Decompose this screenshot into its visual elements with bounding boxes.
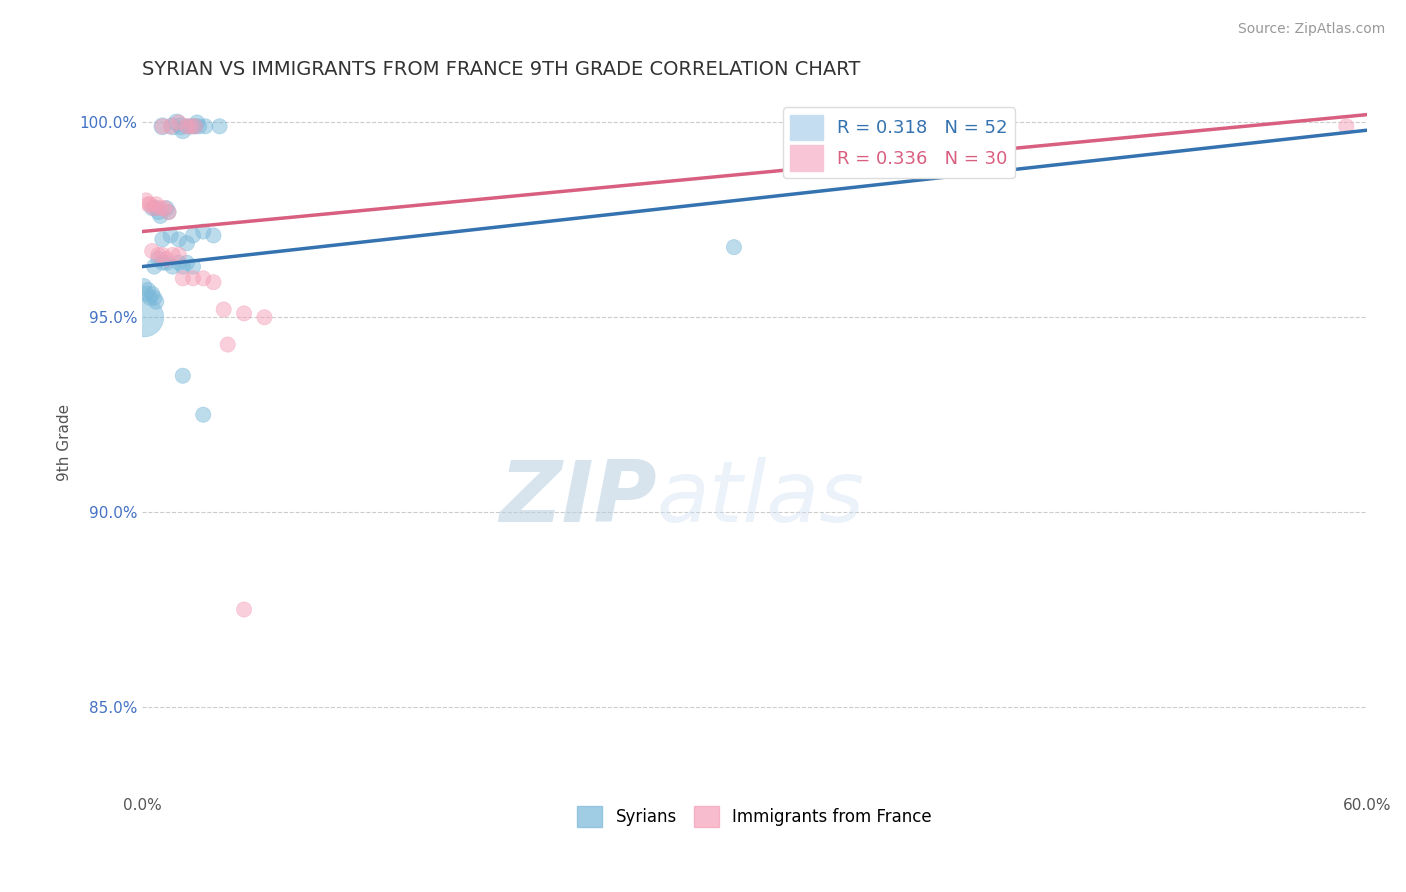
Point — [162, 120, 184, 134]
Point — [184, 120, 207, 134]
Point — [193, 271, 215, 285]
Point — [145, 294, 167, 309]
Legend: Syrians, Immigrants from France: Syrians, Immigrants from France — [571, 800, 938, 833]
Point — [152, 120, 174, 134]
Text: atlas: atlas — [657, 457, 865, 540]
Point — [166, 115, 188, 129]
Point — [184, 120, 207, 134]
Point — [212, 302, 235, 317]
Point — [155, 201, 177, 215]
Point — [148, 252, 170, 266]
Point — [149, 209, 172, 223]
Point — [194, 120, 217, 134]
Point — [152, 256, 174, 270]
Point — [172, 368, 194, 383]
Point — [157, 205, 180, 219]
Point — [193, 225, 215, 239]
Point — [152, 120, 174, 134]
Point — [159, 120, 181, 134]
Point — [181, 271, 204, 285]
Point — [180, 120, 202, 134]
Point — [181, 228, 204, 243]
Point — [172, 260, 194, 274]
Point — [132, 310, 155, 325]
Text: ZIP: ZIP — [499, 457, 657, 540]
Point — [181, 120, 204, 134]
Point — [172, 271, 194, 285]
Point — [193, 408, 215, 422]
Point — [188, 120, 211, 134]
Point — [145, 201, 167, 215]
Point — [148, 205, 170, 219]
Point — [136, 283, 159, 297]
Point — [233, 306, 256, 320]
Point — [948, 120, 970, 134]
Point — [217, 337, 239, 351]
Point — [135, 194, 157, 208]
Point — [723, 240, 745, 254]
Point — [132, 279, 155, 293]
Point — [167, 248, 190, 262]
Point — [155, 252, 177, 266]
Point — [152, 248, 174, 262]
Point — [141, 201, 163, 215]
Point — [143, 291, 166, 305]
Point — [153, 201, 176, 215]
Point — [233, 602, 256, 616]
Point — [155, 256, 177, 270]
Point — [202, 228, 225, 243]
Point — [176, 120, 198, 134]
Point — [176, 256, 198, 270]
Point — [136, 197, 159, 211]
Point — [180, 120, 202, 134]
Point — [202, 275, 225, 289]
Point — [159, 228, 181, 243]
Point — [253, 310, 276, 325]
Point — [1336, 120, 1358, 134]
Point — [152, 232, 174, 246]
Point — [143, 260, 166, 274]
Point — [172, 123, 194, 137]
Point — [167, 256, 190, 270]
Point — [139, 291, 162, 305]
Point — [167, 232, 190, 246]
Text: SYRIAN VS IMMIGRANTS FROM FRANCE 9TH GRADE CORRELATION CHART: SYRIAN VS IMMIGRANTS FROM FRANCE 9TH GRA… — [142, 60, 860, 78]
Point — [145, 197, 167, 211]
Point — [181, 260, 204, 274]
Point — [139, 197, 162, 211]
Point — [176, 236, 198, 251]
Point — [167, 115, 190, 129]
Point — [162, 260, 184, 274]
Point — [148, 248, 170, 262]
Point — [141, 286, 163, 301]
Point — [162, 248, 184, 262]
Point — [143, 201, 166, 215]
Y-axis label: 9th Grade: 9th Grade — [58, 403, 72, 481]
Point — [208, 120, 231, 134]
Point — [141, 244, 163, 258]
Point — [149, 201, 172, 215]
Point — [186, 115, 208, 129]
Text: Source: ZipAtlas.com: Source: ZipAtlas.com — [1237, 22, 1385, 37]
Point — [135, 286, 157, 301]
Point — [170, 120, 193, 134]
Point — [176, 120, 198, 134]
Point — [157, 205, 180, 219]
